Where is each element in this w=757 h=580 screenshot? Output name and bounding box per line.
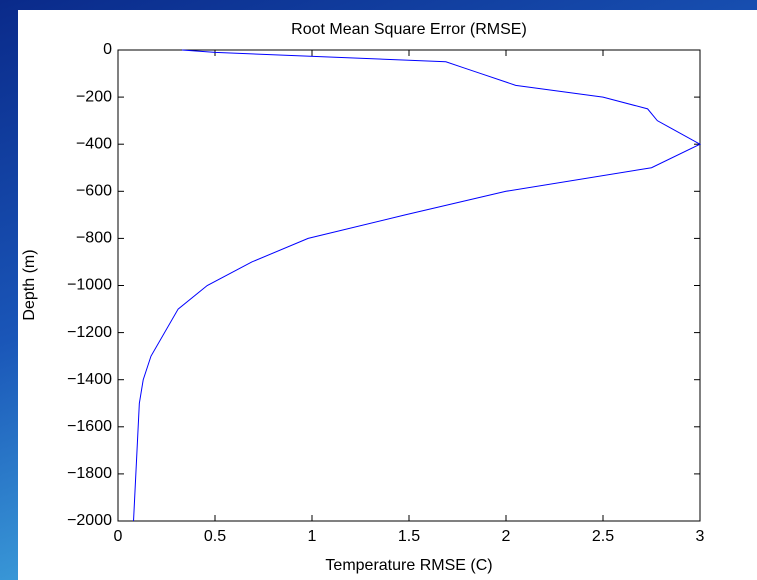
figure-background [18, 10, 757, 580]
chart-title: Root Mean Square Error (RMSE) [291, 21, 527, 38]
data-line [133, 49, 702, 522]
y-axis-label: Depth (m) [21, 249, 38, 320]
x-tick-label: 1.5 [398, 528, 420, 545]
y-tick-label: −1800 [67, 465, 112, 482]
x-tick-label: 2 [502, 528, 511, 545]
x-tick-label: 2.5 [592, 528, 614, 545]
y-tick-label: −1200 [67, 324, 112, 341]
x-tick-label: 0.5 [204, 528, 226, 545]
y-tick-label: −2000 [67, 512, 112, 529]
x-axis-label: Temperature RMSE (C) [325, 557, 492, 574]
y-tick-label: −200 [76, 88, 112, 105]
y-tick-label: −600 [76, 183, 112, 200]
x-tick-label: 3 [696, 528, 705, 545]
y-tick-label: −800 [76, 230, 112, 247]
y-tick-label: −1600 [67, 418, 112, 435]
y-tick-label: −400 [76, 135, 112, 152]
x-tick-label: 1 [308, 528, 317, 545]
y-tick-label: −1000 [67, 277, 112, 294]
y-tick-label: −1400 [67, 371, 112, 388]
y-tick-label: 0 [103, 41, 112, 58]
x-tick-label: 0 [114, 528, 123, 545]
